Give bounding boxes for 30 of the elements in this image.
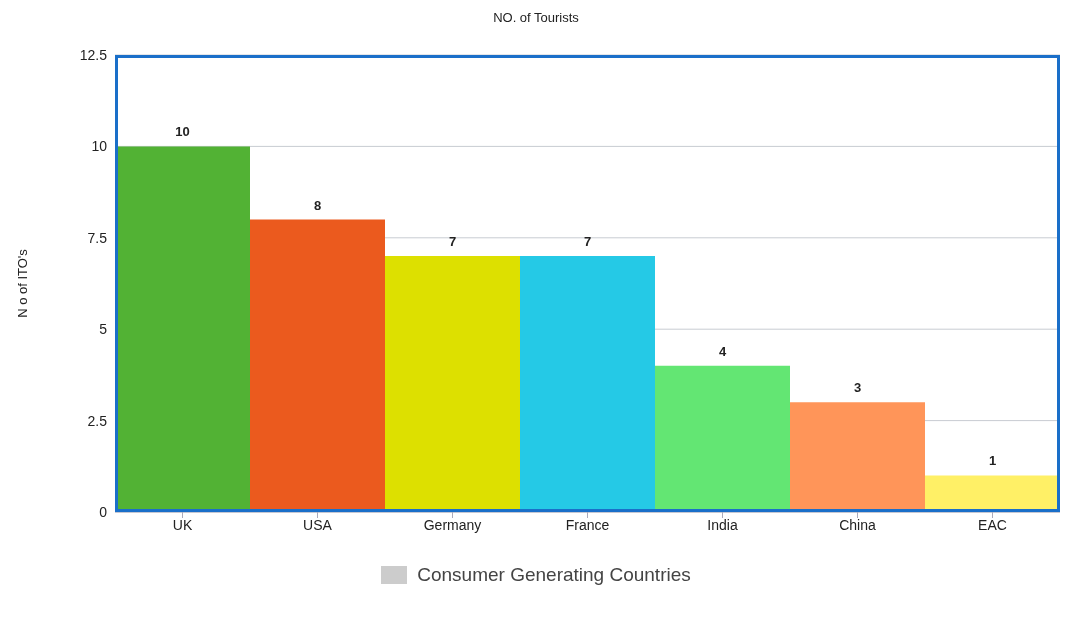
x-tick-label: India bbox=[707, 516, 738, 533]
bar bbox=[115, 146, 250, 512]
data-label: 4 bbox=[718, 343, 727, 359]
data-label: 7 bbox=[448, 234, 457, 250]
data-label: 7 bbox=[583, 234, 592, 250]
x-tick-label: France bbox=[565, 516, 610, 533]
y-tick-label: 12.5 bbox=[79, 46, 108, 63]
x-tick-label: EAC bbox=[978, 516, 1007, 533]
y-tick-label: 5 bbox=[99, 321, 108, 338]
chart-title: NO. of Tourists bbox=[492, 10, 580, 25]
y-tick-label: 2.5 bbox=[87, 412, 108, 429]
text: Consumer Generating Countries bbox=[417, 564, 691, 586]
y-tick-label: 10 bbox=[91, 138, 108, 155]
bar bbox=[790, 402, 925, 512]
x-tick-label: China bbox=[839, 516, 876, 533]
bar bbox=[925, 475, 1060, 512]
data-label: 8 bbox=[313, 197, 322, 213]
data-label: 1 bbox=[988, 453, 997, 469]
bar bbox=[385, 256, 520, 512]
y-tick-label: 0 bbox=[99, 503, 108, 520]
bar bbox=[655, 365, 790, 512]
x-tick-label: USA bbox=[303, 516, 333, 533]
data-label: 3 bbox=[853, 380, 862, 396]
x-tick-label: Germany bbox=[423, 516, 482, 533]
bar bbox=[520, 256, 655, 512]
bar bbox=[250, 219, 385, 512]
y-tick-label: 7.5 bbox=[87, 229, 108, 246]
data-label: 10 bbox=[175, 124, 190, 140]
x-tick-label: UK bbox=[172, 516, 193, 533]
y-axis-title: N o of ITO's bbox=[14, 247, 30, 320]
